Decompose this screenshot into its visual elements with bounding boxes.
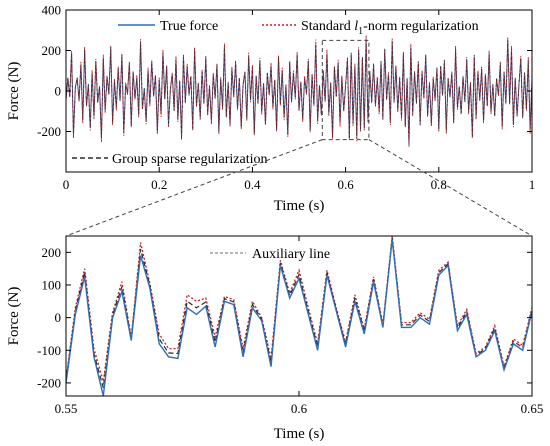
legend-auxiliary-label: Auxiliary line	[252, 247, 330, 262]
bottom-series-group	[66, 236, 532, 396]
top-x-tick-label: 0	[63, 177, 70, 192]
top-x-tick-label: 1	[529, 177, 536, 192]
bottom-x-tick-label: 0.6	[291, 401, 308, 416]
top-x-tick-label: 0.2	[151, 177, 167, 192]
top-y-axis-label: Force (N)	[6, 62, 22, 121]
bottom-x-axis-label: Time (s)	[274, 426, 325, 442]
legend-standard-subscript: 1	[358, 26, 363, 37]
top-chart: 0 0.2 0.4 0.6 0.8 1 -200 0 200 400 True force Sta…	[6, 3, 535, 215]
legend-standard-suffix: -norm regularization	[363, 19, 478, 34]
top-x-axis-label: Time (s)	[274, 198, 325, 214]
bottom-series-group-sparse	[66, 237, 532, 388]
bottom-tick-group: 0.55 0.6 0.65 -200 -100 0 100 200	[37, 236, 543, 416]
top-y-tick-label: 400	[42, 3, 62, 18]
top-y-tick-label: 0	[55, 84, 62, 99]
legend-auxiliary-line: Auxiliary line	[210, 247, 330, 262]
legend-standard-l1-label: Standard l1-norm regularization	[301, 19, 479, 37]
top-x-tick-label: 0.4	[244, 177, 261, 192]
top-series-group	[66, 35, 532, 147]
legend-standard-symbol: l	[354, 19, 358, 34]
legend-group-sparse: Group sparse regularization	[72, 152, 268, 167]
legend-true-force: True force	[118, 19, 218, 34]
bottom-y-tick-label: 0	[55, 310, 62, 325]
bottom-y-tick-label: -200	[37, 375, 61, 390]
bottom-chart: 0.55 0.6 0.65 -200 -100 0 100 200 Auxiliary lin…	[6, 235, 543, 442]
bottom-x-tick-label: 0.65	[521, 401, 544, 416]
bottom-y-tick-label: -100	[37, 343, 61, 358]
top-series-group-sparse	[66, 38, 532, 146]
bottom-series-true-force	[66, 239, 532, 396]
top-x-tick-label: 0.6	[337, 177, 354, 192]
legend-group-sparse-label: Group sparse regularization	[112, 152, 268, 167]
zoom-connector-right	[368, 139, 533, 237]
top-y-tick-label: -200	[37, 124, 61, 139]
bottom-y-tick-label: 100	[42, 277, 62, 292]
legend-standard-l1: Standard l1-norm regularization	[262, 19, 479, 37]
top-tick-group: 0 0.2 0.4 0.6 0.8 1 -200 0 200 400	[37, 3, 535, 193]
zoom-connector-left	[65, 139, 323, 237]
top-y-tick-label: 200	[42, 43, 62, 58]
bottom-y-axis-label: Force (N)	[6, 287, 22, 346]
legend-standard-prefix: Standard	[301, 19, 354, 34]
zoom-box	[321, 39, 370, 141]
legend-true-force-label: True force	[160, 19, 218, 34]
top-x-tick-label: 0.8	[431, 177, 447, 192]
bottom-y-tick-label: 200	[42, 245, 62, 260]
bottom-x-tick-label: 0.55	[55, 401, 78, 416]
